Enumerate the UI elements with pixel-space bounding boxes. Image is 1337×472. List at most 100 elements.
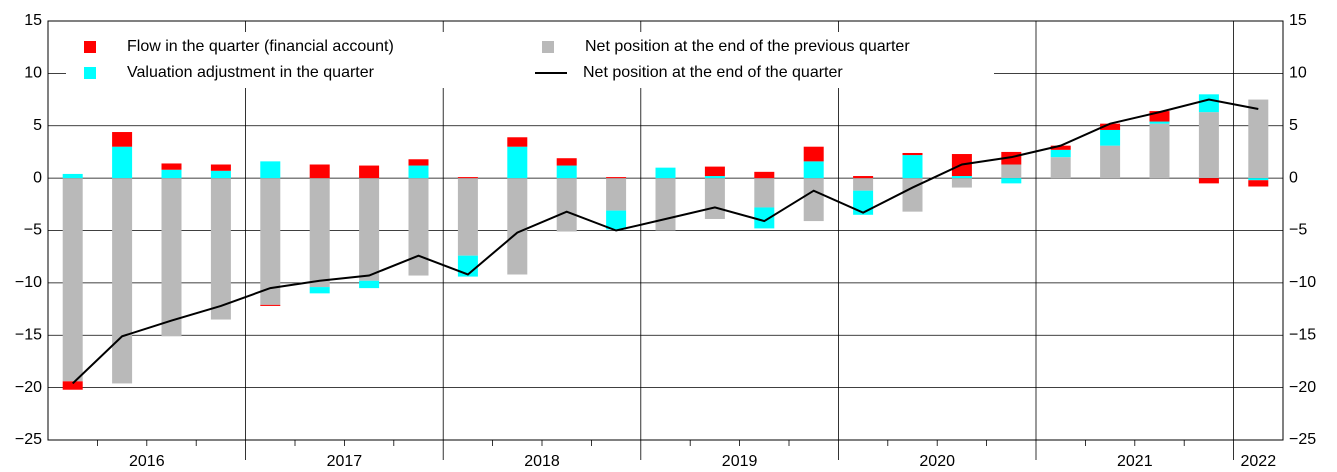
y2-tick-label: 15 [1289, 12, 1307, 29]
bar-segment [853, 190, 874, 215]
y2-tick-label: −5 [1289, 222, 1307, 239]
bar-segment [309, 287, 330, 294]
bar-segment [359, 178, 380, 281]
bar-segment [655, 178, 676, 231]
bar-segment [951, 178, 972, 188]
y2-tick-label: −10 [1289, 274, 1316, 291]
bar-segment [408, 178, 429, 276]
y-tick-label: −5 [24, 222, 42, 239]
bar-segment [112, 178, 133, 384]
bar-segment [309, 164, 330, 179]
bar-segment [457, 178, 478, 256]
bar-segment [1001, 164, 1022, 179]
x-tick-label: 2016 [129, 453, 165, 470]
bar-segment [210, 164, 231, 171]
bar-segment [62, 173, 83, 179]
bar-segment [408, 165, 429, 179]
bar-segment [556, 158, 577, 166]
bar-segment [507, 146, 528, 179]
y-tick-label: −15 [15, 326, 42, 343]
bar-segment [754, 207, 775, 229]
bar-segment [408, 159, 429, 166]
x-tick-label: 2020 [919, 453, 955, 470]
bar-segment [951, 176, 972, 179]
bar-segment [655, 167, 676, 179]
x-tick-label: 2019 [722, 453, 758, 470]
x-tick-label: 2021 [1117, 453, 1153, 470]
bar-segment [606, 178, 627, 211]
y2-tick-label: 0 [1289, 169, 1298, 186]
legend-swatch [542, 41, 554, 53]
bar-segment [161, 178, 182, 337]
bar-segment [1100, 129, 1121, 146]
legend-swatch [84, 41, 96, 53]
bar-segment [1198, 178, 1219, 184]
y-tick-label: −10 [15, 274, 42, 291]
bar-segment [556, 178, 577, 232]
bar-segment [1248, 178, 1269, 181]
y2-tick-label: −20 [1289, 379, 1316, 396]
x-tick-label: 2017 [327, 453, 363, 470]
bar-segment [704, 176, 725, 179]
bar-segment [902, 178, 923, 212]
x-tick-label: 2022 [1241, 453, 1277, 470]
y2-tick-label: 5 [1289, 117, 1298, 134]
y-tick-label: −20 [15, 379, 42, 396]
bar-segment [704, 166, 725, 177]
bar-segment [1050, 149, 1071, 158]
y-tick-label: 0 [33, 169, 42, 186]
bar-segment [1149, 111, 1170, 122]
legend-label: Flow in the quarter (financial account) [127, 38, 394, 55]
bar-segment [853, 178, 874, 191]
plot-frame [47, 20, 1284, 441]
bars [62, 94, 1269, 390]
bar-segment [1198, 94, 1219, 113]
y-tick-label: −25 [15, 431, 42, 448]
bar-segment [1001, 178, 1022, 184]
bar-segment [902, 155, 923, 179]
bar-segment [112, 132, 133, 147]
bar-segment [359, 280, 380, 289]
bar-segment [803, 178, 824, 222]
bar-segment [309, 178, 330, 288]
y2-tick-label: −25 [1289, 431, 1316, 448]
y-tick-label: 5 [33, 117, 42, 134]
bar-segment [210, 178, 231, 320]
bar-segment [1149, 123, 1170, 179]
legend-label: Net position at the end of the previous … [585, 38, 910, 55]
bar-segment [803, 146, 824, 162]
bar-segment [606, 177, 627, 179]
x-tick-label: 2018 [524, 453, 560, 470]
y-tick-label: 15 [24, 12, 42, 29]
bar-segment [260, 178, 281, 305]
bar-segment [210, 170, 231, 179]
bar-segment [62, 381, 83, 390]
bar-segment [1050, 145, 1071, 150]
y2-tick-label: −15 [1289, 326, 1316, 343]
bar-segment [606, 210, 627, 230]
bar-segment [161, 163, 182, 170]
bar-segment [112, 146, 133, 179]
bar-segment [1050, 157, 1071, 179]
bar-segment [260, 161, 281, 179]
bar-segment [359, 165, 380, 179]
legend: Net position at the end of the previous … [66, 32, 994, 88]
bar-segment [803, 161, 824, 179]
bar-segment [853, 176, 874, 179]
legend-box [66, 32, 994, 88]
bar-segment [260, 304, 281, 306]
bar-segment [507, 178, 528, 275]
bar-segment [902, 152, 923, 156]
legend-swatch [84, 67, 96, 79]
bar-segment [754, 171, 775, 179]
bar-segment [1198, 112, 1219, 179]
bar-segment [62, 178, 83, 382]
bar-segment [754, 178, 775, 208]
line [72, 98, 1259, 385]
bar-segment [457, 177, 478, 179]
bar-segment [1248, 99, 1269, 179]
bar-segment [1100, 123, 1121, 130]
bar-segment [556, 165, 577, 179]
y2-tick-label: 10 [1289, 65, 1307, 82]
